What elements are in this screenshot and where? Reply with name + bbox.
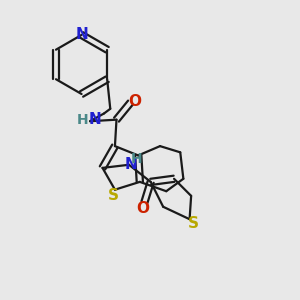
Text: N: N <box>75 27 88 42</box>
Text: N: N <box>125 157 138 172</box>
Text: O: O <box>129 94 142 109</box>
Text: O: O <box>136 201 149 216</box>
Text: S: S <box>108 188 119 203</box>
Text: H: H <box>76 113 88 127</box>
Text: S: S <box>188 216 199 231</box>
Text: H: H <box>131 152 142 166</box>
Text: N: N <box>88 112 101 127</box>
